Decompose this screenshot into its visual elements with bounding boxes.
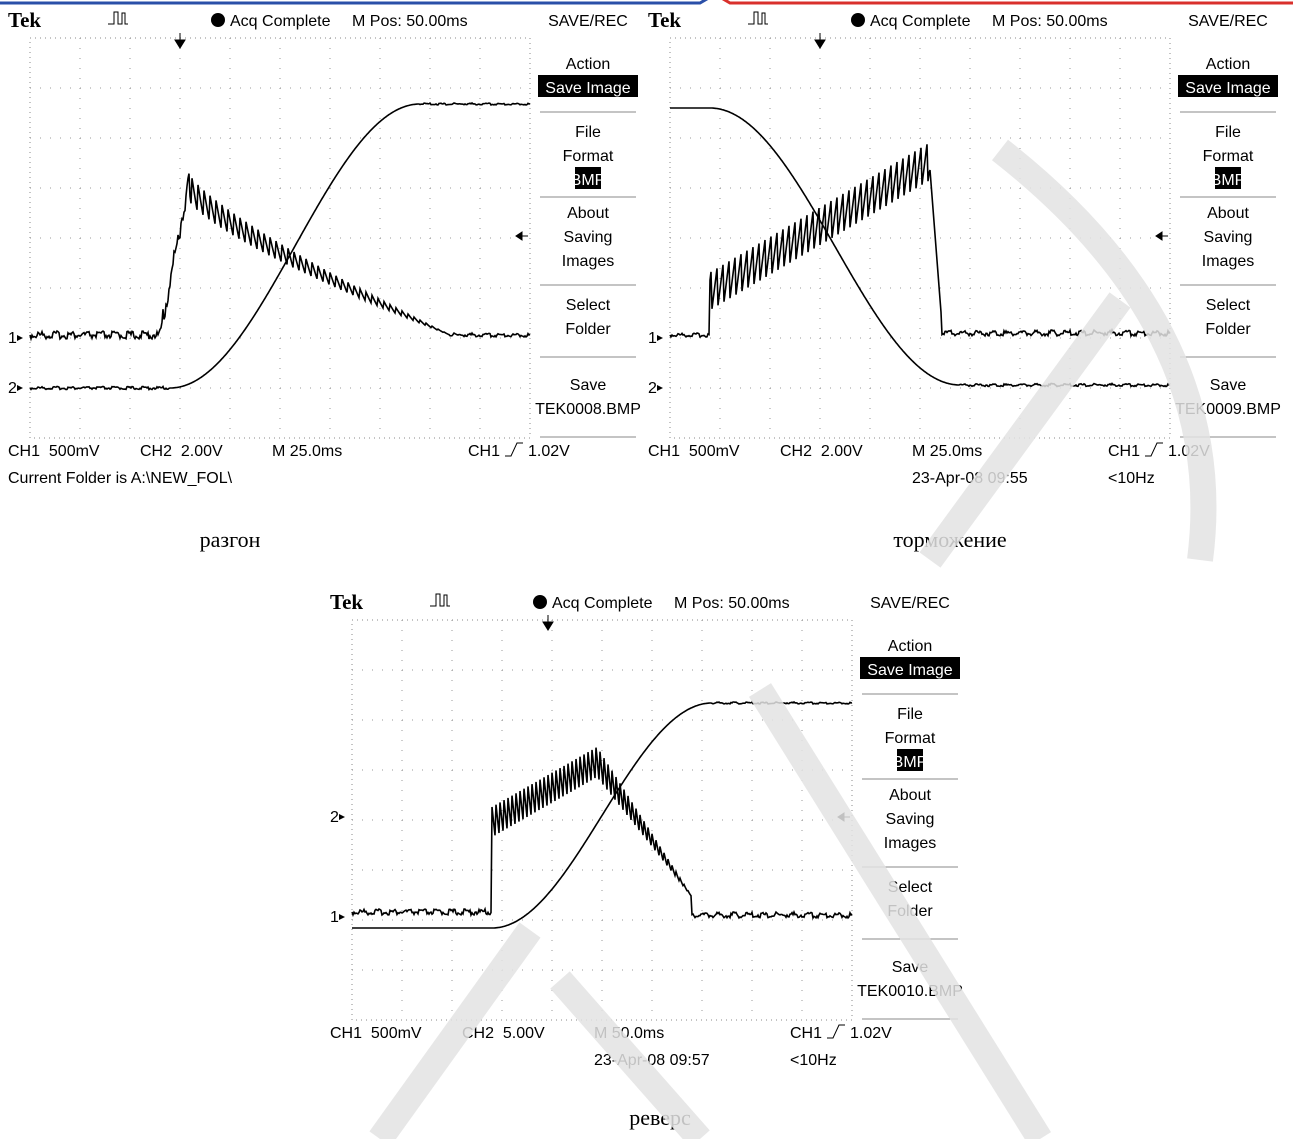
brand: Tek: [648, 8, 681, 32]
position: M Pos: 50.00ms: [674, 595, 790, 612]
menu-text: TEK0008.BMP: [535, 401, 641, 418]
ch1-scale: CH1 500mV: [330, 1025, 422, 1042]
menu-text: Saving: [1204, 229, 1253, 246]
ch2-scale: CH2 2.00V: [780, 443, 863, 460]
page: {"panels":[ {"header":{"brand":"Tek","st…: [0, 0, 1293, 1139]
trigger-source: CH1: [790, 1025, 822, 1042]
trigger-source: CH1: [1108, 443, 1140, 460]
trigger-level: 1.02V: [850, 1025, 892, 1042]
menu-text: Action: [1206, 56, 1250, 73]
menu-text: Action: [888, 638, 932, 655]
menu-text: Images: [1202, 253, 1254, 270]
brand: Tek: [8, 8, 41, 32]
menu-text: Save: [1210, 377, 1247, 394]
menu-title: SAVE/REC: [548, 13, 628, 30]
menu-text: Action: [566, 56, 610, 73]
menu-text: Saving: [886, 811, 935, 828]
menu-title: SAVE/REC: [1188, 13, 1268, 30]
menu-text: Folder: [1205, 321, 1251, 338]
menu-text: Folder: [565, 321, 611, 338]
menu-title: SAVE/REC: [870, 595, 950, 612]
brand: Tek: [330, 590, 363, 614]
frequency: <10Hz: [1108, 470, 1155, 487]
channel-marker: 1: [648, 330, 657, 347]
caption: разгон: [200, 527, 261, 552]
acq-status: Acq Complete: [870, 13, 971, 30]
menu-text: About: [567, 205, 609, 222]
trigger-source: CH1: [468, 443, 500, 460]
menu-text: Format: [885, 730, 936, 747]
menu-text: Images: [884, 835, 936, 852]
acq-status: Acq Complete: [230, 13, 331, 30]
menu-selected-text: BMP: [1211, 172, 1246, 189]
menu-text: Images: [562, 253, 614, 270]
background: [0, 0, 1293, 1139]
menu-text: File: [575, 124, 601, 141]
menu-text: About: [889, 787, 931, 804]
menu-text: Select: [1206, 297, 1251, 314]
status-dot: [533, 595, 547, 609]
menu-text: Format: [563, 148, 614, 165]
acq-status: Acq Complete: [552, 595, 653, 612]
menu-text: File: [1215, 124, 1241, 141]
menu-text: Save: [570, 377, 607, 394]
menu-text: Saving: [564, 229, 613, 246]
timebase: M 25.0ms: [272, 443, 342, 460]
status-line: Current Folder is A:\NEW_FOL\: [8, 470, 233, 487]
channel-marker: 1: [330, 909, 339, 926]
frequency: <10Hz: [790, 1052, 837, 1069]
menu-text: Format: [1203, 148, 1254, 165]
channel-marker: 2: [8, 380, 17, 397]
channel-marker: 1: [8, 330, 17, 347]
position: M Pos: 50.00ms: [992, 13, 1108, 30]
menu-selected-text: Save Image: [545, 80, 630, 97]
position: M Pos: 50.00ms: [352, 13, 468, 30]
menu-selected-text: BMP: [571, 172, 606, 189]
timebase: M 25.0ms: [912, 443, 982, 460]
status-dot: [211, 13, 225, 27]
document: Tek Acq Complete M Pos: 50.00ms SAVE/REC 1 2 A…: [0, 0, 1293, 1139]
trigger-level: 1.02V: [528, 443, 570, 460]
menu-text: Select: [566, 297, 611, 314]
menu-selected-text: BMP: [893, 754, 928, 771]
status-dot: [851, 13, 865, 27]
channel-marker: 2: [648, 380, 657, 397]
ch1-scale: CH1 500mV: [648, 443, 740, 460]
ch2-scale: CH2 2.00V: [140, 443, 223, 460]
menu-selected-text: Save Image: [1185, 80, 1270, 97]
menu-text: About: [1207, 205, 1249, 222]
ch1-scale: CH1 500mV: [8, 443, 100, 460]
menu-selected-text: Save Image: [867, 662, 952, 679]
menu-text: File: [897, 706, 923, 723]
channel-marker: 2: [330, 809, 339, 826]
